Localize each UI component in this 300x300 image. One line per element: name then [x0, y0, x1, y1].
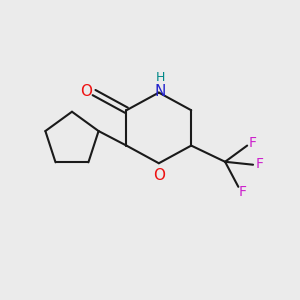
Text: F: F	[248, 136, 256, 150]
Text: O: O	[153, 168, 165, 183]
Text: F: F	[256, 157, 263, 171]
Text: N: N	[154, 85, 166, 100]
Text: F: F	[239, 185, 247, 199]
Text: O: O	[80, 84, 92, 99]
Text: H: H	[156, 71, 165, 84]
